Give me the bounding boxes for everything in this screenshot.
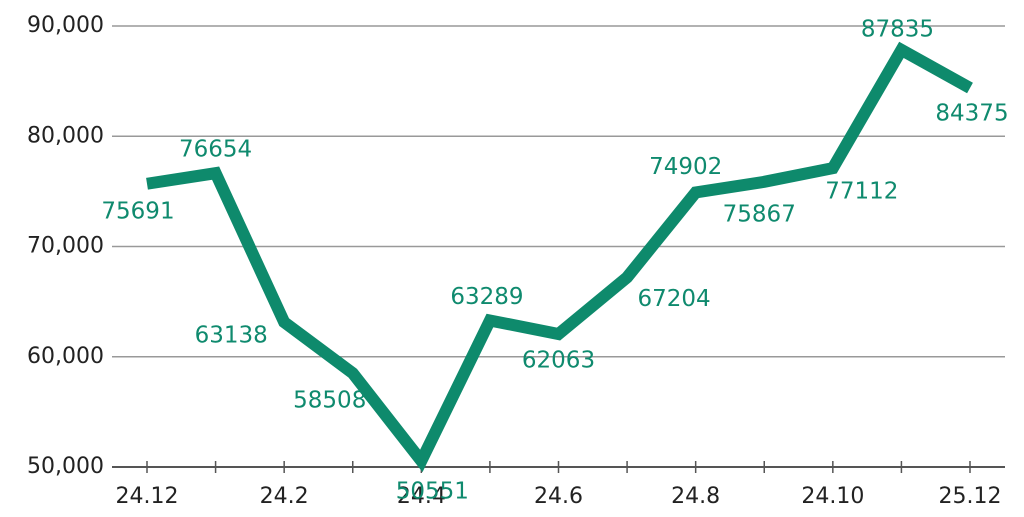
x-tick-label: 24.4 xyxy=(397,484,446,509)
data-label: 77112 xyxy=(825,179,898,205)
x-tick-label: 24.8 xyxy=(671,484,720,509)
data-label: 67204 xyxy=(637,286,710,312)
data-label: 84375 xyxy=(935,101,1008,127)
data-label: 75691 xyxy=(101,198,174,224)
y-tick-label: 80,000 xyxy=(27,123,104,148)
x-tick-label: 24.10 xyxy=(801,484,864,509)
y-tick-label: 90,000 xyxy=(27,13,104,38)
x-tick-label: 24.6 xyxy=(534,484,583,509)
data-label: 50551 xyxy=(396,478,469,504)
data-label: 63289 xyxy=(450,284,523,310)
x-tick-label: 24.2 xyxy=(260,484,309,509)
data-label: 87835 xyxy=(861,16,934,42)
x-tick-label: 25.12 xyxy=(939,484,1002,509)
data-label: 75867 xyxy=(723,201,796,227)
data-label: 74902 xyxy=(649,154,722,180)
line xyxy=(146,41,973,473)
data-label: 76654 xyxy=(179,137,252,163)
y-tick-label: 60,000 xyxy=(27,344,104,369)
y-tick-label: 50,000 xyxy=(27,454,104,479)
data-label: 58508 xyxy=(293,388,366,414)
data-label: 62063 xyxy=(522,348,595,374)
data-label: 63138 xyxy=(195,323,268,349)
y-tick-label: 70,000 xyxy=(27,234,104,259)
x-tick-label: 24.12 xyxy=(116,484,179,509)
